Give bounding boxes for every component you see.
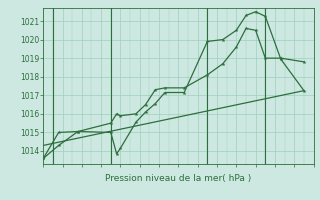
X-axis label: Pression niveau de la mer( hPa ): Pression niveau de la mer( hPa ) [105, 174, 252, 183]
